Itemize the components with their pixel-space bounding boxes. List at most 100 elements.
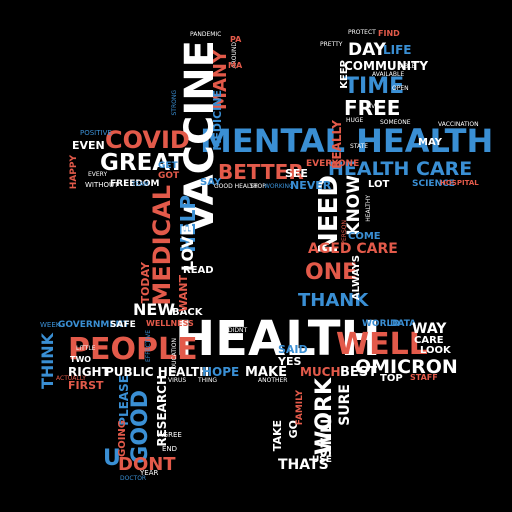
word-may: MAY: [418, 137, 442, 148]
word-effective: EFFECTIVE: [145, 330, 152, 363]
word-much: MUCH: [300, 365, 341, 379]
word-know: KNOW: [344, 175, 364, 236]
word-one: ONE: [305, 260, 358, 285]
word-take: TAKE: [271, 420, 284, 452]
word-another: ANOTHER: [258, 377, 288, 384]
word-actually: ACTUALLY: [56, 375, 86, 382]
word-public-health: PUBLIC HEALTH: [105, 365, 210, 379]
word-family: FAMILY: [295, 390, 305, 426]
word-always: ALWAYS: [351, 255, 362, 301]
word-good-health: GOOD HEALTH: [214, 183, 258, 190]
word-doctor: DOCTOR: [120, 475, 147, 482]
word-vaccination: VACCINATION: [438, 121, 479, 128]
word-stop: STOP: [250, 183, 266, 190]
word-even: EVEN: [72, 139, 105, 152]
word-government: GOVERNMENT: [58, 320, 130, 330]
word-medicine: MEDICINE: [211, 90, 224, 151]
word-omicron: OMICRON: [355, 356, 458, 378]
word-back: BACK: [172, 307, 203, 318]
word-didnt: DIDNT: [228, 327, 248, 334]
word-week: WEEK: [40, 321, 61, 329]
word-protect: PROTECT: [348, 29, 376, 36]
word-strong: STRONG: [171, 90, 178, 116]
word-covid: COVID: [105, 126, 190, 154]
word-virus: VIRUS: [168, 377, 187, 384]
word-healthy: HEALTHY: [365, 195, 372, 222]
word-thank: THANK: [298, 290, 369, 311]
word-dont: DONT: [118, 454, 176, 475]
word-hope: HOPE: [202, 365, 240, 379]
word-time: TIME: [344, 74, 405, 99]
word-medical: MEDICAL: [148, 185, 176, 306]
word-hospital: HOSPITAL: [440, 179, 479, 187]
word-end: END: [162, 445, 178, 453]
word-community: COMMUNITY: [344, 59, 429, 73]
word-make: MAKE: [245, 365, 287, 380]
word-people: PEOPLE: [68, 332, 198, 367]
word-data: DATA: [390, 319, 417, 329]
word-staff: STAFF: [410, 373, 438, 382]
word-still: STILL: [319, 415, 335, 458]
word-pandemic: PANDEMIC: [190, 31, 222, 38]
word-see: SEE: [285, 167, 308, 180]
word-team: TEAM: [132, 181, 149, 188]
word-never: NEVER: [290, 179, 332, 192]
word-every: EVERY: [88, 171, 108, 178]
word-lot: LOT: [368, 179, 390, 190]
word-agree: AGREE: [158, 431, 182, 439]
word-little: LITTLE: [76, 345, 96, 352]
word-positive: POSITIVE: [80, 129, 112, 137]
word-happy: HAPPY: [69, 155, 79, 190]
word-well: WELL: [336, 327, 428, 362]
word-open: OPEN: [392, 85, 409, 92]
word-got: GOT: [158, 171, 180, 181]
word-everyone: EVERYONE: [306, 159, 360, 169]
word-thing: THING: [198, 377, 218, 384]
word-free: FREE: [344, 96, 401, 120]
word-state: STATE: [350, 143, 369, 150]
word-new: NEW: [133, 300, 175, 319]
word-please: PLEASE: [117, 375, 131, 426]
word-someone: SOMEONE: [380, 119, 411, 126]
word-first: FIRST: [68, 379, 104, 392]
word-way: WAY: [412, 321, 447, 337]
word-year: YEAR: [140, 469, 159, 477]
word-aged-care: AGED CARE: [308, 241, 398, 257]
word-want: WANT: [177, 275, 190, 312]
word-top: TOP: [380, 373, 403, 384]
word-look: LOOK: [420, 345, 451, 356]
word-come: COME: [348, 231, 381, 242]
word-world: WORLD: [362, 319, 400, 329]
word-without: WITHOUT: [85, 181, 119, 189]
word-great: GREAT: [100, 150, 185, 176]
word-available: AVAILABLE: [372, 71, 405, 78]
word-pa: PA: [230, 35, 242, 44]
word-care: CARE: [414, 335, 444, 346]
word-u: U: [103, 446, 121, 471]
word-person: PERSON: [341, 220, 348, 245]
word-live: LIVE: [366, 103, 380, 110]
word-pretty: PRETTY: [320, 41, 343, 48]
word-education: EDUCATION: [171, 338, 178, 374]
word-better: BETTER: [218, 160, 304, 184]
word-mental-health: MENTAL HEALTH: [200, 122, 494, 160]
word-wellness: WELLNESS: [146, 319, 194, 328]
word-say: SAY: [200, 177, 222, 188]
word-health-care: HEALTH CARE: [328, 158, 473, 180]
word-think: THINK: [38, 333, 57, 390]
word-health-big: HEALTH: [175, 311, 381, 367]
word-sure: SURE: [337, 384, 353, 426]
word-day: DAY: [348, 40, 386, 60]
word-find: FIND: [378, 29, 400, 38]
word-freedom: FREEDOM: [110, 179, 160, 189]
word-really: REALLY: [330, 120, 344, 169]
word-going: GOING: [117, 420, 128, 458]
word-keep: KEEP: [339, 60, 350, 89]
word-ma: MA: [228, 61, 243, 70]
word-said: SAID: [278, 343, 308, 356]
word-huge: HUGE: [346, 117, 364, 124]
word-thats: THATS: [278, 457, 329, 473]
word-best: BEST: [340, 365, 378, 380]
word-right: RIGHT: [68, 365, 110, 379]
